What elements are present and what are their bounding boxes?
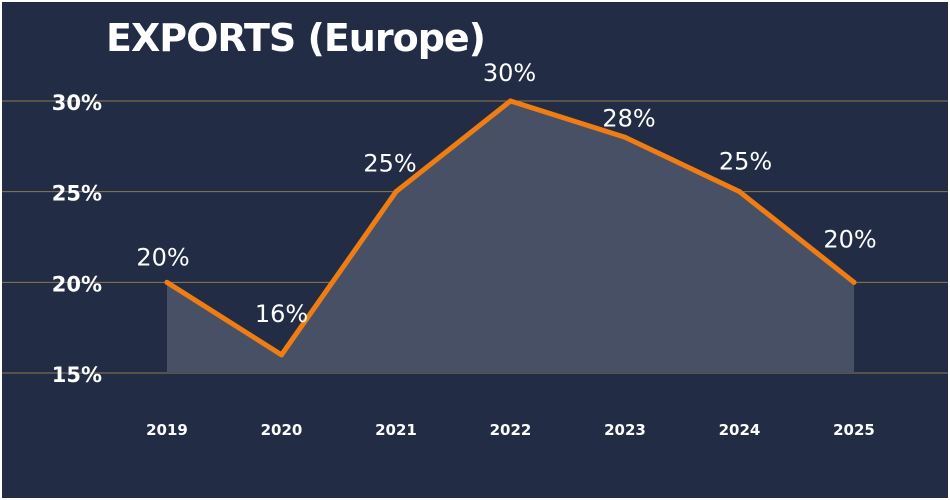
x-tick-label: 2022 (490, 421, 532, 439)
x-tick-label: 2021 (375, 421, 417, 439)
x-tick-label: 2024 (719, 421, 761, 439)
data-label: 20% (823, 225, 876, 253)
data-point-2024 (737, 189, 742, 195)
line-layer (164, 98, 857, 358)
area-layer (167, 101, 854, 373)
x-axis: 2019 2020 2021 2022 2023 2024 2025 (146, 421, 875, 439)
x-tick-label: 2023 (604, 421, 646, 439)
y-tick-label: 15% (52, 363, 102, 387)
data-point-2022 (508, 98, 513, 104)
area-fill (167, 101, 854, 373)
data-label: 20% (136, 243, 189, 271)
y-tick-label: 25% (52, 182, 102, 206)
y-tick-label: 30% (52, 91, 102, 115)
y-tick-label: 20% (52, 272, 102, 296)
y-axis: 15% 20% 25% 30% (52, 91, 102, 387)
chart-title: EXPORTS (Europe) (106, 16, 486, 60)
data-label: 25% (719, 148, 772, 176)
data-label: 16% (255, 300, 308, 328)
x-tick-label: 2020 (261, 421, 303, 439)
data-point-2021 (393, 189, 399, 195)
x-tick-label: 2025 (833, 421, 875, 439)
x-tick-label: 2019 (146, 421, 188, 439)
data-label: 25% (363, 150, 416, 178)
data-label: 28% (602, 104, 655, 132)
data-point-2019 (164, 279, 170, 285)
data-point-2025 (851, 279, 857, 285)
data-point-2020 (279, 352, 284, 358)
data-point-2023 (622, 134, 628, 140)
data-label: 30% (483, 59, 536, 87)
data-labels: 20% 16% 25% 30% 28% 25% 20% (136, 59, 876, 328)
